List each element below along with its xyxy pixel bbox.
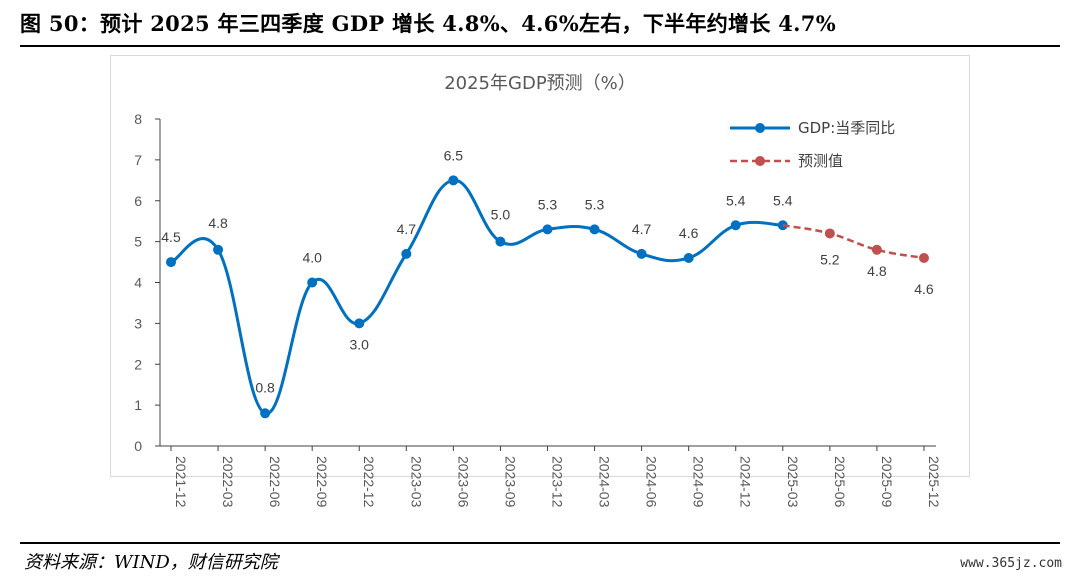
y-tick-label: 4 [134, 275, 142, 291]
data-point [166, 257, 176, 268]
data-label: 4.5 [161, 229, 181, 245]
data-label: 4.8 [208, 215, 228, 231]
x-tick-label: 2025-03 [785, 456, 801, 508]
y-tick-label: 8 [134, 111, 142, 127]
x-tick-label: 2025-09 [879, 456, 895, 508]
source-note: 资料来源：WIND，财信研究院 [24, 552, 278, 573]
data-point [495, 236, 506, 247]
data-point [730, 220, 741, 231]
data-point [213, 244, 224, 255]
data-label: 3.0 [350, 336, 370, 352]
y-tick-label: 3 [134, 315, 142, 331]
watermark: www.365jz.com [960, 556, 1062, 571]
bottom-rule [20, 542, 1060, 544]
data-point [260, 408, 271, 419]
x-tick-label: 2024-06 [644, 456, 660, 508]
x-tick-label: 2022-06 [267, 456, 283, 508]
data-point [354, 318, 365, 329]
x-tick-label: 2022-09 [314, 456, 330, 508]
data-label: 4.6 [679, 225, 699, 241]
x-tick-label: 2023-12 [549, 456, 565, 508]
data-label: 4.0 [302, 250, 322, 266]
x-tick-label: 2023-03 [408, 456, 424, 508]
y-tick-label: 0 [134, 438, 142, 454]
x-tick-label: 2023-06 [455, 456, 471, 508]
x-tick-label: 2021-12 [173, 456, 189, 508]
data-label: 5.4 [773, 192, 793, 208]
data-label: 4.8 [867, 263, 887, 279]
data-point [401, 248, 412, 259]
data-label: 5.3 [538, 196, 558, 212]
y-tick-label: 6 [134, 193, 142, 209]
data-label: 5.4 [726, 192, 746, 208]
data-point [307, 277, 318, 288]
legend-marker-forecast [755, 156, 765, 166]
data-point [542, 224, 553, 235]
figure-title: 图 50：预计 2025 年三四季度 GDP 增长 4.8%、4.6%左右，下半… [20, 11, 836, 36]
data-point [683, 252, 694, 263]
chart-title: 2025年GDP预测（%） [444, 73, 636, 94]
x-tick-label: 2024-09 [691, 456, 707, 508]
data-label: 4.7 [632, 221, 652, 237]
x-tick-label: 2024-03 [597, 456, 613, 508]
data-label: 5.2 [820, 251, 840, 267]
legend-marker-gdp [755, 123, 765, 133]
x-tick-label: 2025-06 [832, 456, 848, 508]
y-tick-label: 5 [134, 234, 142, 250]
data-label: 0.8 [255, 379, 275, 395]
y-tick-label: 2 [134, 356, 142, 372]
x-tick-label: 2025-12 [926, 456, 942, 508]
series-line-gdp [170, 178, 783, 415]
data-point [871, 244, 882, 255]
data-point [918, 252, 929, 263]
data-point [636, 248, 647, 259]
x-tick-label: 2023-09 [502, 456, 518, 508]
x-tick-label: 2022-03 [220, 456, 236, 508]
data-point [448, 175, 459, 186]
data-label: 5.0 [491, 207, 511, 223]
data-label: 4.6 [914, 281, 934, 297]
y-tick-label: 7 [134, 152, 142, 168]
legend-label-gdp: GDP:当季同比 [798, 119, 895, 137]
x-tick-label: 2022-12 [361, 456, 377, 508]
legend-label-forecast: 预测值 [798, 152, 843, 170]
data-label: 6.5 [444, 147, 464, 163]
top-rule [20, 45, 1060, 47]
data-point [589, 224, 600, 235]
data-point [824, 228, 835, 239]
data-label: 5.3 [585, 196, 605, 212]
x-tick-label: 2024-12 [738, 456, 754, 508]
data-label: 4.7 [397, 221, 417, 237]
chart-frame [110, 55, 970, 477]
series-line-forecast [782, 224, 925, 260]
y-tick-label: 1 [134, 397, 142, 413]
